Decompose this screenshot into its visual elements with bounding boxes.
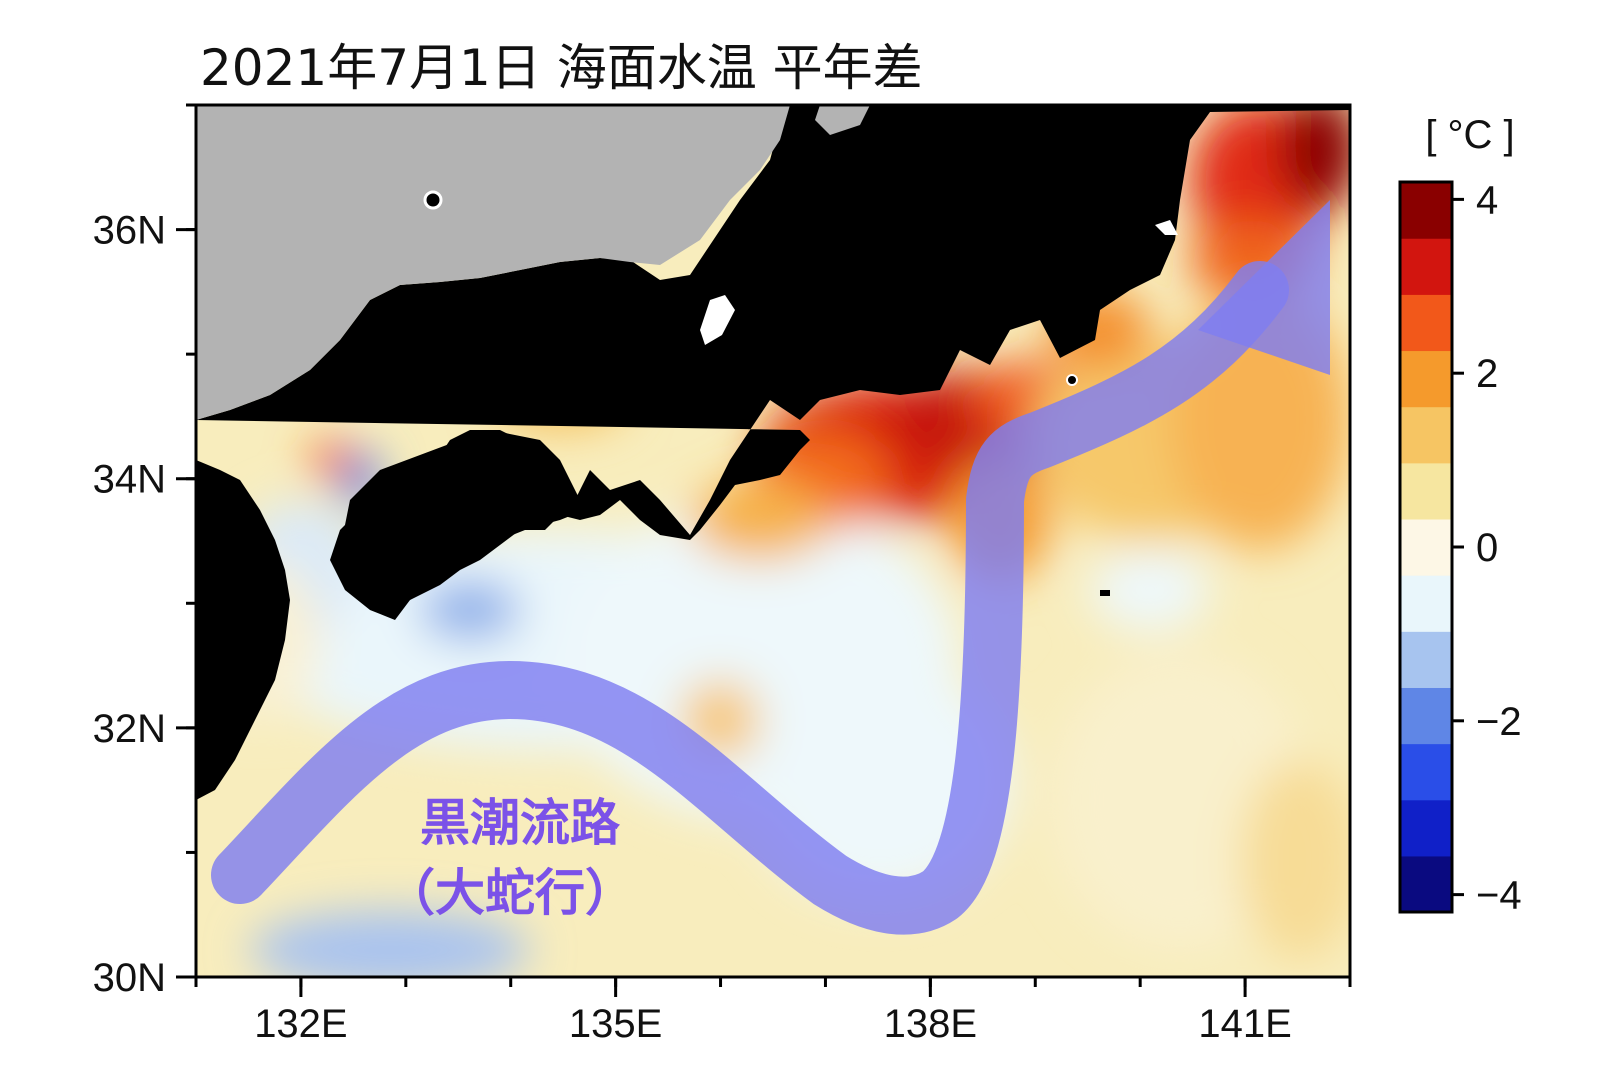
colorbar-tick-label: −4 <box>1476 874 1522 918</box>
colorbar-tick-label: −2 <box>1476 700 1522 744</box>
lat-tick-label: 30N <box>93 956 166 1000</box>
colorbar-segment <box>1400 350 1452 408</box>
lon-tick-label: 138E <box>884 1002 977 1046</box>
colorbar-tick-label: 0 <box>1476 526 1498 570</box>
lon-tick-label: 141E <box>1198 1002 1291 1046</box>
colorbar: 4 2 0 −2 −4 <box>1398 178 1522 918</box>
land-kyushu <box>196 460 290 800</box>
colorbar-segment <box>1400 631 1452 688</box>
colorbar-tick-label: 2 <box>1476 352 1498 396</box>
plot-area <box>196 105 1350 977</box>
colorbar-segment <box>1400 238 1452 295</box>
kuroshio-path <box>211 261 1289 935</box>
lat-tick-label: 32N <box>93 707 166 751</box>
plot-frame <box>194 103 1352 979</box>
map-title: 2021年7月1日 海面水温 平年差 <box>200 39 923 97</box>
lon-axis: 132E 135E 138E 141E <box>194 977 1352 1046</box>
colorbar-segment <box>1400 743 1452 801</box>
land-asia <box>196 105 790 420</box>
lat-axis: 36N 34N 32N 30N <box>93 103 196 1000</box>
colorbar-segment <box>1400 687 1452 745</box>
island-white <box>1155 220 1178 235</box>
island <box>1100 590 1110 596</box>
lat-tick-label: 36N <box>93 209 166 253</box>
colorbar-segment <box>1400 182 1452 239</box>
land-asia-islands <box>815 105 870 135</box>
colorbar-segment <box>1400 518 1452 576</box>
kuroshio-label: 黒潮流路 <box>420 794 621 852</box>
island-white <box>700 295 735 345</box>
lat-tick-label: 34N <box>93 458 166 502</box>
colorbar-segment <box>1400 406 1452 464</box>
lon-tick-label: 132E <box>254 1002 347 1046</box>
colorbar-segment <box>1400 462 1452 520</box>
land-shikoku <box>340 432 585 612</box>
island <box>423 190 443 210</box>
colorbar-segment <box>1400 294 1452 352</box>
colorbar-segment <box>1400 575 1452 632</box>
colorbar-unit: [ °C ] <box>1425 113 1514 157</box>
colorbar-tick-label: 4 <box>1476 178 1498 222</box>
lon-tick-label: 135E <box>569 1002 662 1046</box>
sst-anomaly-field <box>200 105 1350 977</box>
colorbar-segment <box>1400 799 1452 857</box>
kuroshio-label-sub: （大蛇行） <box>385 864 635 922</box>
colorbar-segment <box>1400 855 1452 913</box>
kuroshio-arrowhead <box>1198 200 1330 375</box>
island <box>1066 374 1078 386</box>
